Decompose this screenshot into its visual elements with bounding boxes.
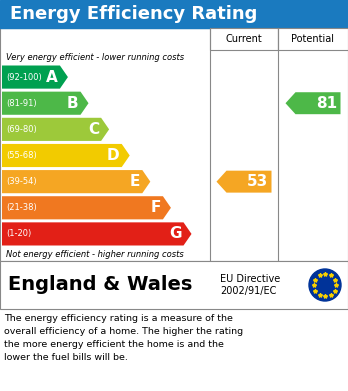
Polygon shape: [2, 144, 130, 167]
Text: 2002/91/EC: 2002/91/EC: [220, 286, 276, 296]
Text: Not energy efficient - higher running costs: Not energy efficient - higher running co…: [6, 250, 184, 259]
Text: the more energy efficient the home is and the: the more energy efficient the home is an…: [4, 340, 224, 349]
Text: Current: Current: [226, 34, 262, 44]
Polygon shape: [216, 170, 271, 193]
Bar: [210, 28, 278, 50]
Polygon shape: [2, 66, 68, 89]
Polygon shape: [2, 91, 88, 115]
Bar: [0, 0, 348, 28]
Polygon shape: [2, 196, 171, 219]
Text: (92-100): (92-100): [6, 73, 42, 82]
Bar: [0, 28, 348, 261]
Text: overall efficiency of a home. The higher the rating: overall efficiency of a home. The higher…: [4, 327, 243, 336]
Polygon shape: [285, 92, 340, 114]
Text: (21-38): (21-38): [6, 203, 37, 212]
Text: E: E: [130, 174, 140, 189]
Text: (1-20): (1-20): [6, 230, 31, 239]
Text: lower the fuel bills will be.: lower the fuel bills will be.: [4, 353, 128, 362]
Text: (39-54): (39-54): [6, 177, 37, 186]
Circle shape: [309, 269, 341, 301]
Text: C: C: [88, 122, 99, 137]
Text: Energy Efficiency Rating: Energy Efficiency Rating: [10, 5, 258, 23]
Text: (69-80): (69-80): [6, 125, 37, 134]
Polygon shape: [2, 222, 191, 246]
Text: Very energy efficient - lower running costs: Very energy efficient - lower running co…: [6, 53, 184, 62]
Text: Potential: Potential: [292, 34, 334, 44]
Text: England & Wales: England & Wales: [8, 276, 192, 294]
Text: A: A: [46, 70, 58, 84]
Text: G: G: [169, 226, 182, 241]
Text: (81-91): (81-91): [6, 99, 37, 108]
Text: (55-68): (55-68): [6, 151, 37, 160]
Text: D: D: [107, 148, 120, 163]
Bar: [278, 28, 348, 50]
Text: F: F: [151, 200, 161, 215]
Text: 53: 53: [247, 174, 268, 189]
Text: The energy efficiency rating is a measure of the: The energy efficiency rating is a measur…: [4, 314, 233, 323]
Text: 81: 81: [316, 96, 337, 111]
Text: B: B: [67, 96, 79, 111]
Bar: [0, 261, 348, 309]
Text: EU Directive: EU Directive: [220, 274, 280, 284]
Polygon shape: [2, 170, 150, 193]
Polygon shape: [2, 118, 109, 141]
